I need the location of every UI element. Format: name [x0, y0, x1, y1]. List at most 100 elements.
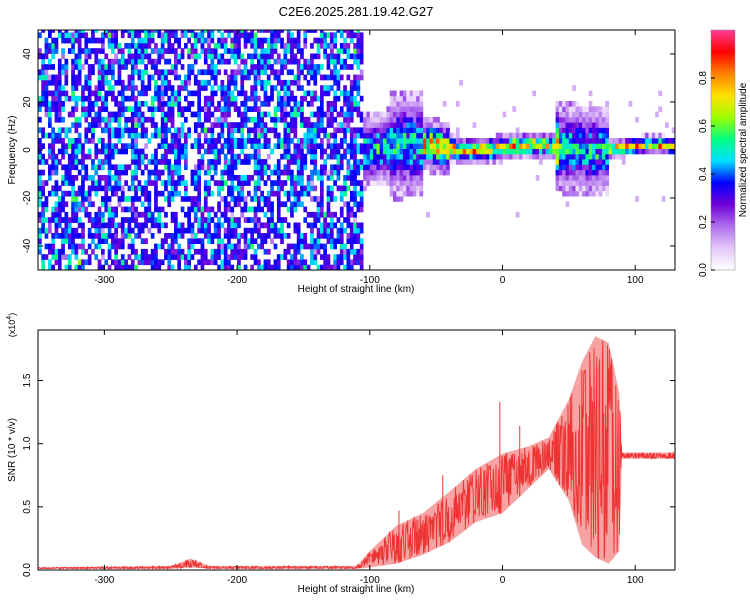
heatmap-cell: [130, 227, 135, 234]
heatmap-cell: [263, 211, 268, 218]
heatmap-cell: [320, 43, 324, 49]
heatmap-cell: [230, 79, 235, 86]
heatmap-cell: [369, 169, 374, 176]
heatmap-cell: [300, 259, 304, 266]
heatmap-cell: [406, 132, 410, 139]
heatmap-cell: [492, 159, 497, 165]
heatmap-cell: [144, 127, 148, 134]
heatmap-cell: [346, 233, 351, 239]
heatmap-cell: [356, 74, 361, 81]
heatmap-cell: [582, 159, 586, 165]
heatmap-cell: [97, 175, 102, 181]
heatmap-cell: [439, 169, 444, 176]
heatmap-cell: [482, 143, 487, 149]
heatmap-cell: [174, 138, 178, 144]
heatmap-cell: [399, 159, 404, 165]
heatmap-cell: [582, 180, 586, 186]
heatmap-cell: [333, 148, 337, 155]
heatmap-cell: [61, 238, 65, 244]
heatmap-cell: [356, 53, 361, 60]
heatmap-cell: [120, 259, 125, 266]
heatmap-cell: [389, 164, 394, 171]
heatmap-cell: [120, 148, 125, 155]
heatmap-cell: [111, 132, 115, 139]
heatmap-cell: [363, 185, 367, 192]
heatmap-cell: [326, 143, 331, 149]
heatmap-cell: [104, 127, 109, 134]
heatmap-cell: [48, 222, 52, 229]
heatmap-cell: [250, 69, 254, 76]
heatmap-cell: [223, 48, 228, 54]
heatmap-cell: [353, 169, 357, 176]
heatmap-cell: [107, 43, 112, 49]
heatmap-cell: [286, 32, 291, 39]
heatmap-cell: [260, 37, 264, 44]
heatmap-cell: [595, 106, 600, 112]
heatmap-cell: [276, 132, 281, 139]
heatmap-cell: [154, 127, 158, 134]
heatmap-cell: [227, 233, 231, 239]
heatmap-cell: [51, 153, 55, 160]
heatmap-cell: [568, 106, 573, 112]
heatmap-cell: [353, 127, 357, 134]
heatmap-cell: [585, 143, 590, 149]
heatmap-cell: [276, 101, 281, 107]
heatmap-cell: [134, 185, 138, 192]
heatmap-cell: [77, 95, 82, 102]
heatmap-cell: [140, 248, 145, 255]
heatmap-cell: [71, 175, 75, 181]
heatmap-cell: [101, 164, 105, 171]
heatmap-cell: [300, 201, 304, 208]
heatmap-cell: [286, 233, 291, 239]
heatmap-cell: [575, 143, 580, 149]
heatmap-cell: [74, 243, 79, 250]
heatmap-cell: [67, 138, 72, 144]
heatmap-cell: [193, 211, 198, 218]
heatmap-cell: [280, 222, 284, 229]
heatmap-cell: [578, 127, 583, 134]
heatmap-cell: [223, 180, 228, 186]
heatmap-cell: [558, 106, 563, 112]
heatmap-cell: [164, 196, 168, 202]
heatmap-cell: [522, 132, 527, 139]
heatmap-cell: [555, 143, 560, 149]
heatmap-cell: [170, 185, 175, 192]
heatmap-cell: [137, 222, 142, 229]
heatmap-cell: [57, 106, 62, 112]
heatmap-cell: [174, 127, 178, 134]
heatmap-cell: [283, 85, 288, 91]
heatmap-cell: [94, 37, 99, 44]
heatmap-cell: [147, 227, 152, 234]
heatmap-cell: [111, 185, 115, 192]
heatmap-cell: [539, 132, 543, 139]
heatmap-cell: [343, 185, 347, 192]
heatmap-cell: [207, 79, 211, 86]
heatmap-cell: [74, 53, 79, 60]
heatmap-cell: [193, 169, 198, 176]
heatmap-cell: [578, 132, 583, 139]
heatmap-cell: [310, 227, 314, 234]
heatmap-cell: [439, 127, 444, 134]
heatmap-cell: [283, 190, 288, 197]
heatmap-cell: [184, 85, 188, 91]
heatmap-cell: [393, 196, 397, 202]
heatmap-cell: [386, 169, 391, 176]
y-tick-label: 1.0: [22, 436, 33, 450]
heatmap-cell: [499, 159, 503, 165]
heatmap-cell: [74, 74, 79, 81]
heatmap-cell: [409, 127, 414, 134]
heatmap-cell: [592, 159, 596, 165]
heatmap-cell: [349, 227, 354, 234]
heatmap-cell: [41, 64, 45, 70]
heatmap-cell: [588, 159, 593, 165]
heatmap-cell: [120, 79, 125, 86]
heatmap-cell: [167, 148, 172, 155]
heatmap-cell: [41, 101, 45, 107]
heatmap-cell: [602, 106, 606, 112]
heatmap-cell: [91, 238, 95, 244]
heatmap-cell: [130, 90, 135, 97]
heatmap-cell: [373, 175, 377, 181]
heatmap-cell: [203, 53, 208, 60]
heatmap-cell: [416, 122, 420, 128]
heatmap-cell: [114, 259, 118, 266]
